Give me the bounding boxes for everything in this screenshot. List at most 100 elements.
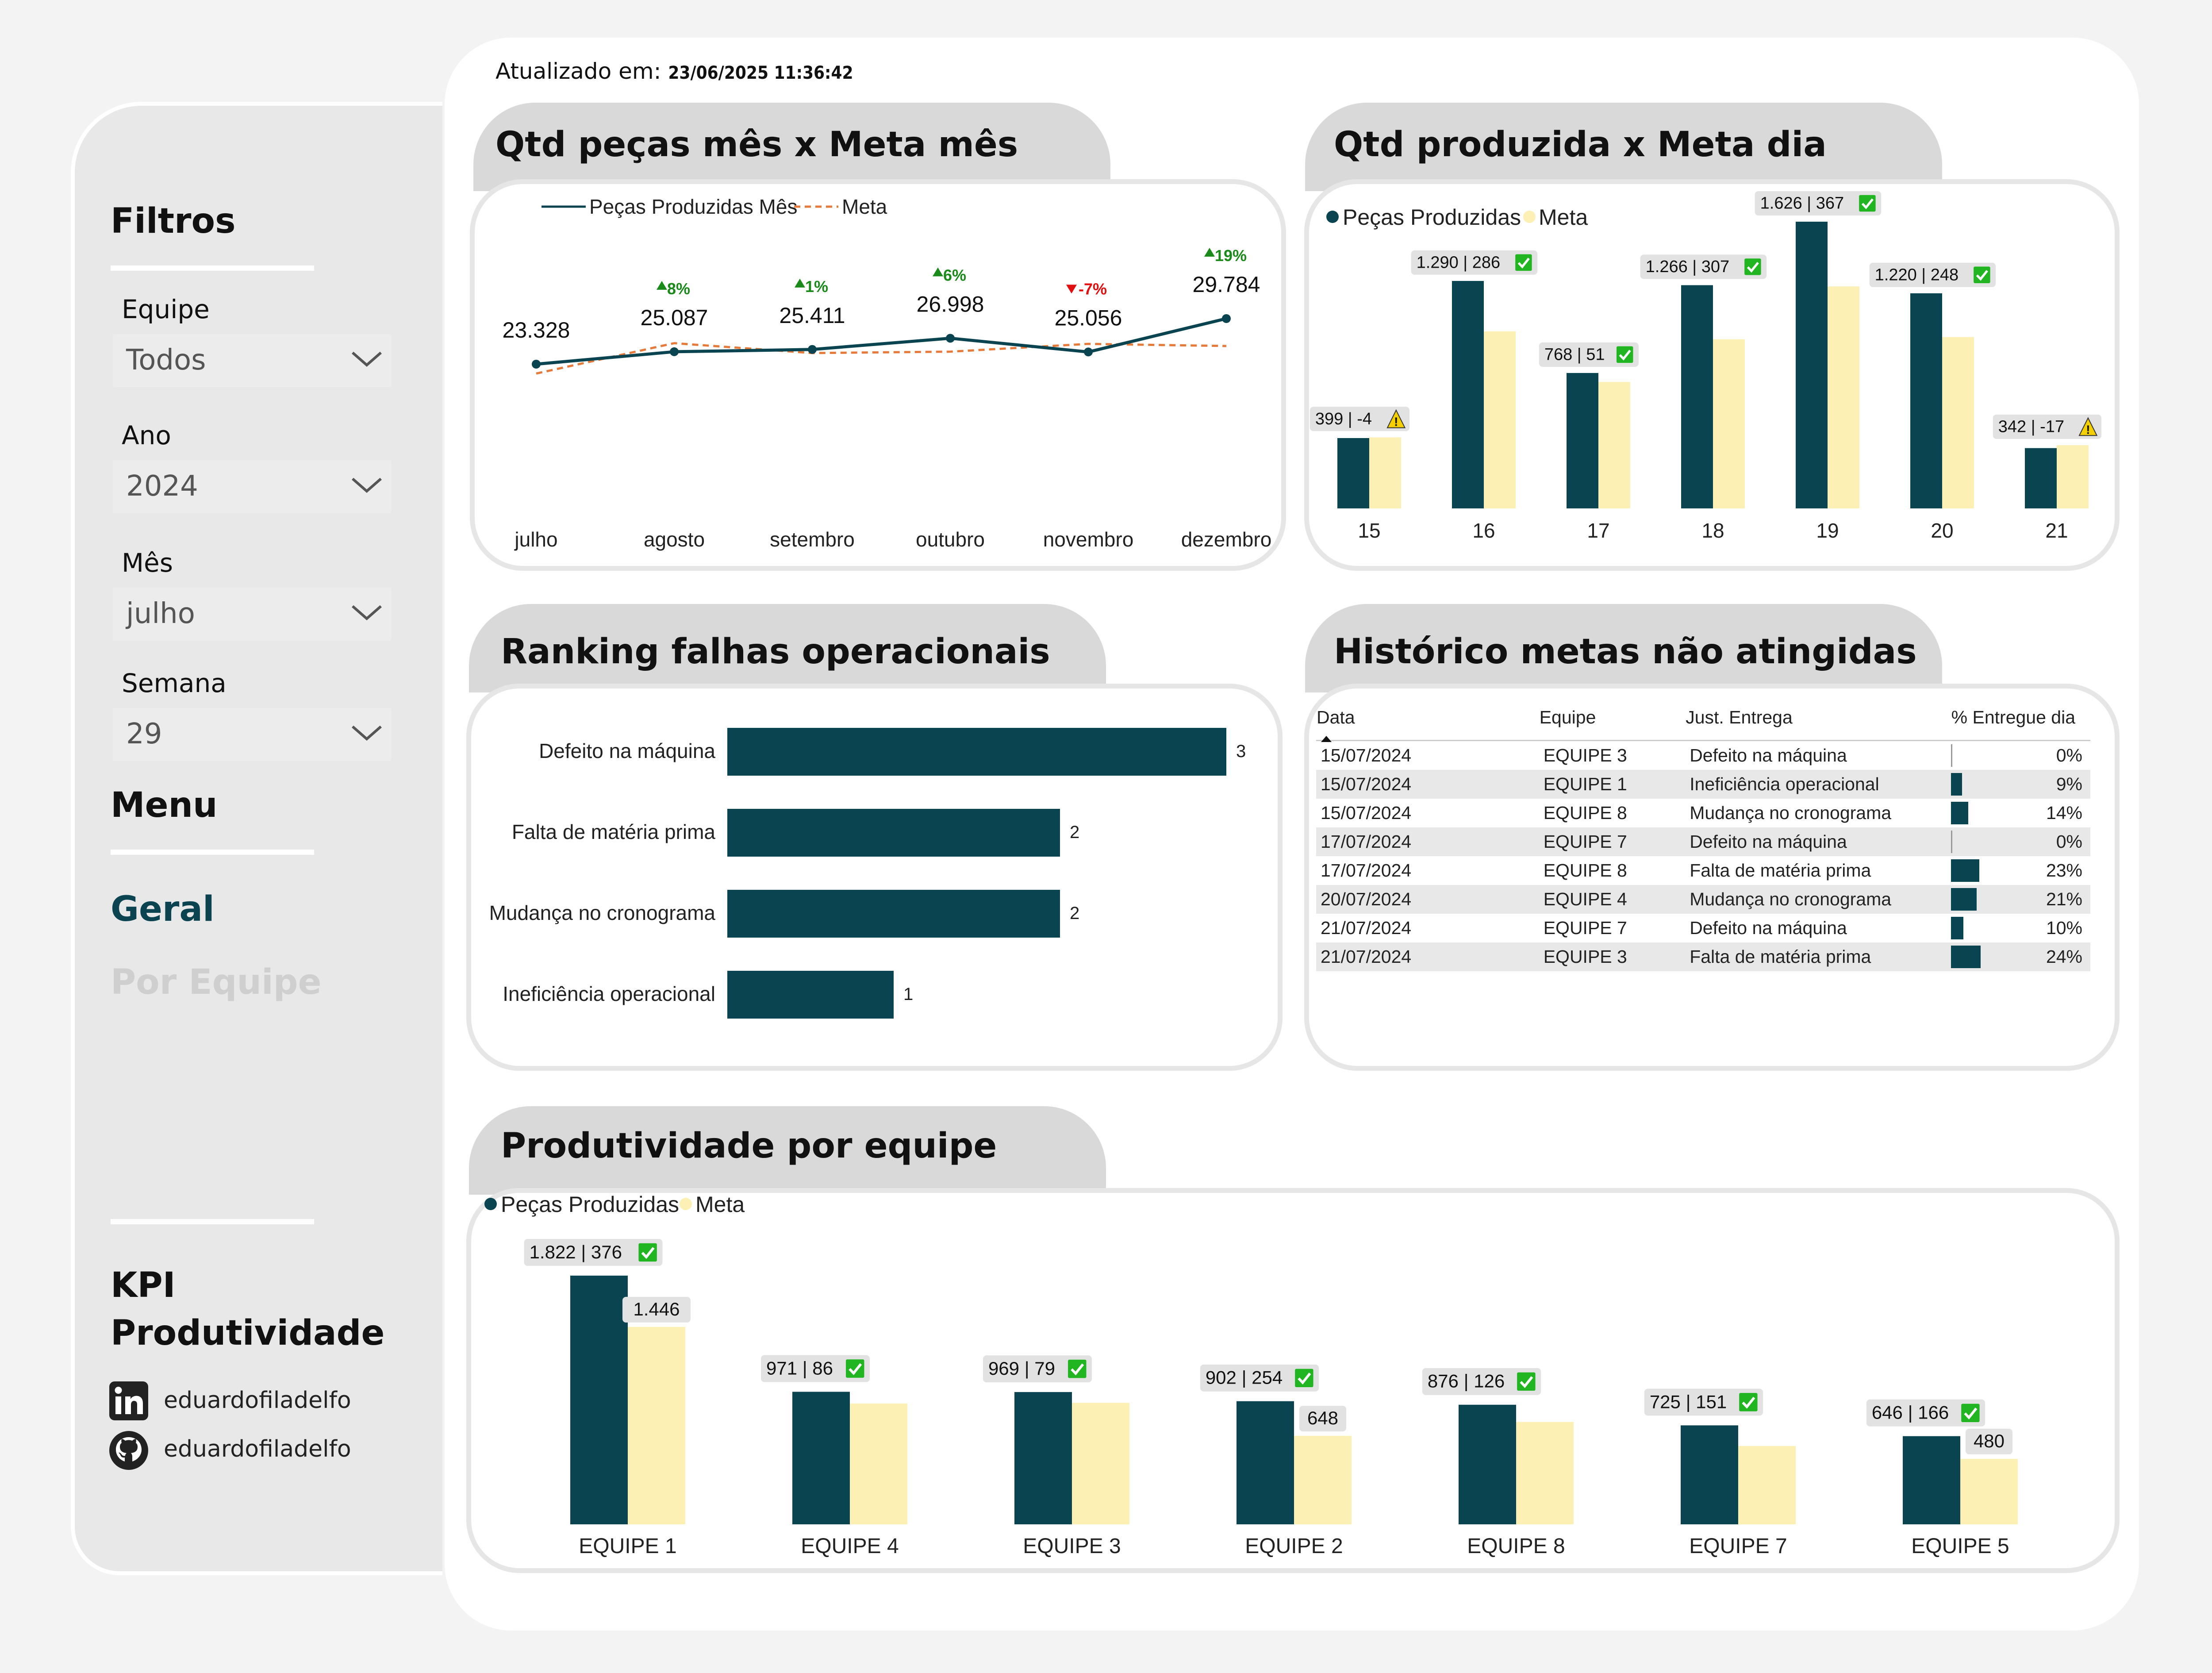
variation-label: 19%	[1215, 246, 1247, 265]
value-label: 2	[1070, 823, 1079, 842]
bar-meta[interactable]	[1294, 1436, 1352, 1524]
bar-label-background	[1539, 342, 1639, 367]
bar-label: 1.266 | 307	[1646, 258, 1729, 276]
bar-pecas[interactable]	[792, 1392, 850, 1524]
sort-ascending-icon	[1321, 736, 1332, 742]
bar-meta[interactable]	[1484, 331, 1516, 508]
check-icon	[1974, 266, 1990, 284]
bar-label-background	[1640, 254, 1767, 279]
data-label: 26.998	[917, 292, 984, 316]
bar-meta[interactable]	[1369, 437, 1401, 508]
bar-meta[interactable]	[1828, 286, 1859, 508]
check-mark	[1861, 198, 1874, 209]
data-point[interactable]	[808, 345, 817, 354]
table-row[interactable]: 17/07/2024 EQUIPE 7 Defeito na máquina 0%	[1316, 827, 2090, 856]
history-table: Data Equipe Just. Entrega % Entregue dia…	[1316, 695, 2090, 971]
filter-equipe-dropdown[interactable]: Todos	[113, 334, 392, 387]
table-row[interactable]: 21/07/2024 EQUIPE 7 Defeito na máquina 10%	[1316, 914, 2090, 942]
cell-data: 15/07/2024	[1316, 770, 1539, 799]
bar-meta[interactable]	[1942, 337, 1974, 508]
teams-bar-chart: Peças Produzidas Meta 1.822 | 376 1.446 EQ…	[484, 1192, 2018, 1558]
filter-semana-dropdown[interactable]: 29	[113, 708, 392, 761]
legend-label-pecas: Peças Produzidas	[501, 1192, 679, 1217]
table-row[interactable]: 20/07/2024 EQUIPE 4 Mudança no cronograma 2…	[1316, 885, 2090, 914]
bar-meta[interactable]	[1516, 1422, 1574, 1524]
bar-pecas[interactable]	[1459, 1404, 1516, 1524]
menu-divider	[111, 850, 314, 855]
pct-value: 14%	[2046, 803, 2082, 823]
bar-label: 1.626 | 367	[1760, 194, 1844, 213]
pct-value: 0%	[2056, 831, 2082, 852]
table-row[interactable]: 21/07/2024 EQUIPE 3 Falta de matéria prima…	[1316, 942, 2090, 971]
meta-label-background	[1299, 1406, 1346, 1432]
meta-label: 480	[1974, 1431, 2005, 1451]
check-icon	[638, 1243, 657, 1262]
bar-pecas[interactable]	[1681, 285, 1713, 508]
bar-pecas[interactable]	[1014, 1392, 1072, 1524]
bar-meta[interactable]	[1598, 382, 1630, 508]
data-point[interactable]	[1084, 347, 1093, 357]
table-header-row: Data Equipe Just. Entrega % Entregue dia	[1316, 695, 2090, 742]
cell-data: 21/07/2024	[1316, 942, 1539, 971]
bar-meta[interactable]	[1072, 1403, 1129, 1524]
table-row[interactable]: 15/07/2024 EQUIPE 8 Mudança no cronograma 1…	[1316, 799, 2090, 827]
table-row[interactable]: 17/07/2024 EQUIPE 8 Falta de matéria prima…	[1316, 856, 2090, 885]
bar-pecas[interactable]	[1903, 1436, 1960, 1524]
menu-item-geral[interactable]: Geral	[111, 889, 215, 929]
bar-pecas[interactable]	[2025, 448, 2057, 508]
check-mark	[641, 1247, 655, 1259]
x-tick-label: EQUIPE 3	[1023, 1535, 1121, 1558]
linkedin-handle[interactable]: eduardofiladelfo	[164, 1387, 351, 1414]
bar-meta[interactable]	[1713, 339, 1745, 508]
pct-value: 21%	[2046, 889, 2082, 909]
bar-meta[interactable]	[1960, 1458, 2018, 1524]
github-handle[interactable]: eduardofiladelfo	[164, 1436, 351, 1462]
github-icon[interactable]	[108, 1430, 149, 1471]
variation-label: -7%	[1079, 280, 1107, 298]
filter-ano-dropdown[interactable]: 2024	[113, 460, 392, 513]
ranking-bar[interactable]	[727, 728, 1226, 776]
column-header-pct-entregue[interactable]: % Entregue dia	[1951, 695, 2090, 741]
data-point[interactable]	[946, 334, 955, 343]
table-row[interactable]: 15/07/2024 EQUIPE 1 Ineficiência operacion…	[1316, 770, 2090, 799]
pct-cell: 23%	[1951, 856, 2090, 885]
column-header-just-entrega[interactable]: Just. Entrega	[1685, 695, 1951, 741]
bar-pecas[interactable]	[570, 1275, 628, 1524]
value-label: 2	[1070, 904, 1079, 923]
bar-pecas[interactable]	[1910, 293, 1942, 508]
bar-pecas[interactable]	[1452, 281, 1484, 508]
data-point[interactable]	[670, 347, 679, 356]
column-header-equipe[interactable]: Equipe	[1539, 695, 1686, 741]
linkedin-icon[interactable]	[108, 1381, 149, 1421]
bar-meta[interactable]	[628, 1327, 685, 1524]
bar-meta[interactable]	[850, 1403, 907, 1524]
variation-label: 6%	[943, 266, 966, 284]
bar-meta[interactable]	[2057, 445, 2089, 508]
monthly-chart-title: Qtd peças mês x Meta mês	[495, 125, 1018, 165]
pct-cell: 14%	[1951, 799, 2090, 827]
bar-pecas[interactable]	[1681, 1425, 1738, 1524]
check-mark	[1071, 1363, 1084, 1376]
data-point[interactable]	[532, 360, 541, 369]
category-label: Mudança no cronograma	[489, 901, 716, 924]
bar-pecas[interactable]	[1337, 438, 1369, 508]
warning-icon	[1386, 409, 1406, 428]
pecas-line	[536, 317, 1227, 366]
bar-label-background	[1869, 262, 1996, 287]
pct-bar	[1951, 917, 1963, 939]
menu-item-por-equipe[interactable]: Por Equipe	[111, 962, 322, 1002]
cell-data: 20/07/2024	[1316, 885, 1539, 914]
data-point[interactable]	[1222, 314, 1231, 323]
table-row[interactable]: 15/07/2024 EQUIPE 3 Defeito na máquina 0%	[1316, 741, 2090, 770]
ranking-bar[interactable]	[727, 809, 1060, 857]
filter-mes-value: julho	[126, 597, 195, 630]
bar-pecas[interactable]	[1567, 373, 1598, 508]
column-header-data[interactable]: Data	[1316, 695, 1539, 742]
ranking-bar[interactable]	[727, 890, 1060, 938]
bar-meta[interactable]	[1738, 1446, 1796, 1524]
cell-justificativa: Mudança no cronograma	[1685, 885, 1951, 914]
bar-pecas[interactable]	[1237, 1401, 1294, 1524]
filter-mes-dropdown[interactable]: julho	[113, 588, 392, 641]
ranking-bar[interactable]	[727, 971, 894, 1019]
bar-pecas[interactable]	[1796, 222, 1828, 508]
